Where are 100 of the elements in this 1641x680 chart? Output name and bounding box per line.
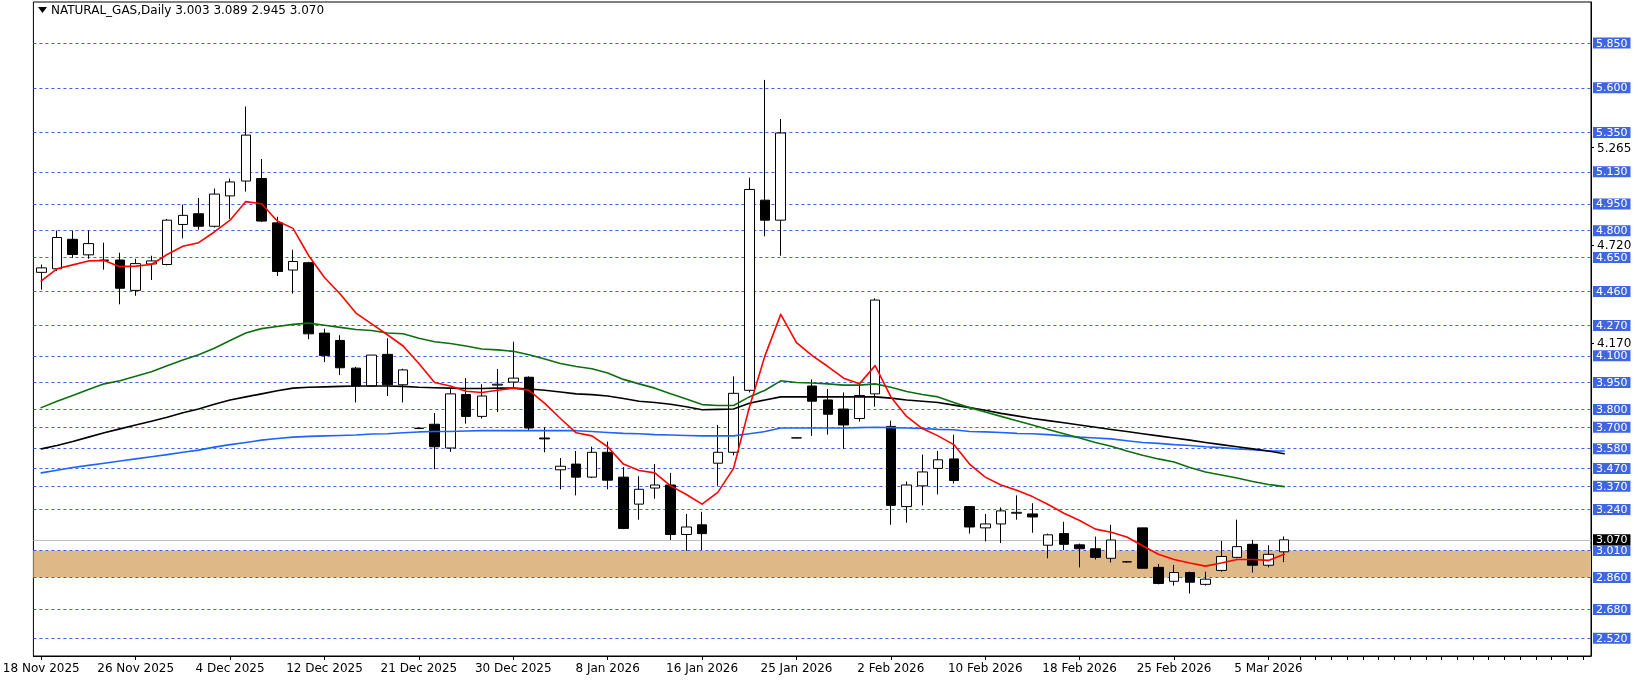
- candlestick: [288, 249, 298, 295]
- candlestick: [602, 441, 613, 490]
- candlestick: [241, 106, 251, 193]
- candlestick: [571, 450, 581, 496]
- x-tick-label: 5 Mar 2026: [1234, 661, 1303, 675]
- candlestick: [838, 391, 849, 450]
- ref-line-label: 5.130: [1596, 165, 1628, 179]
- candlestick: [901, 480, 912, 524]
- candlestick: [67, 230, 78, 259]
- ref-line-label: 5.350: [1596, 125, 1628, 139]
- candlestick: [618, 466, 629, 530]
- candlestick: [964, 506, 975, 535]
- candlestick: [1059, 521, 1069, 551]
- ref-line-label: 2.680: [1596, 603, 1628, 617]
- candlestick: [130, 258, 141, 297]
- ref-line-label: 4.270: [1596, 318, 1628, 332]
- candlestick: [744, 177, 755, 393]
- ref-line-label: 5.850: [1596, 36, 1628, 50]
- candlestick: [587, 446, 597, 479]
- candlestick: [303, 261, 314, 340]
- y-tick-label: 4.170: [1597, 336, 1632, 351]
- candlestick: [681, 513, 692, 552]
- candlestick: [193, 197, 204, 231]
- ref-line-label: 3.800: [1596, 402, 1628, 416]
- candlestick: [791, 436, 802, 439]
- candlestick: [1247, 539, 1258, 574]
- ref-line-label: 3.470: [1596, 461, 1628, 475]
- candlestick: [949, 434, 959, 485]
- candlestick: [508, 341, 519, 389]
- ref-line-label: 3.950: [1596, 376, 1628, 390]
- candlestick: [886, 420, 896, 526]
- candlestick: [996, 507, 1006, 544]
- candlestick: [775, 118, 786, 257]
- ref-line-label: 2.860: [1596, 570, 1628, 584]
- x-tick-label: 26 Nov 2025: [97, 661, 175, 675]
- ref-line-label: 3.070: [1596, 533, 1628, 547]
- x-tick-label: 2 Feb 2026: [857, 661, 925, 675]
- y-tick-label: 4.720: [1597, 238, 1632, 253]
- candlestick: [1153, 563, 1164, 585]
- candlestick: [1043, 533, 1053, 559]
- candlestick: [256, 158, 267, 223]
- ref-line-label: 3.700: [1596, 420, 1628, 434]
- candlestick: [1200, 571, 1211, 587]
- candlestick: [1232, 519, 1242, 559]
- ref-line-label: 3.370: [1596, 479, 1628, 493]
- candlestick: [650, 463, 660, 500]
- ref-line-label: 3.580: [1596, 442, 1628, 456]
- ref-line-label: 4.100: [1596, 349, 1628, 363]
- candlestick: [539, 426, 550, 453]
- ref-line-label: 5.600: [1596, 81, 1628, 95]
- candlestick: [634, 475, 644, 521]
- candlestick: [36, 263, 47, 291]
- y-tick-label: 5.265: [1597, 140, 1632, 155]
- candlestick: [115, 252, 125, 305]
- x-tick-label: 12 Dec 2025: [286, 661, 363, 675]
- candlestick: [713, 424, 723, 487]
- ref-line-label: 4.460: [1596, 284, 1628, 298]
- candlestick: [1137, 527, 1148, 569]
- candlestick: [933, 450, 943, 495]
- candlestick: [429, 412, 440, 470]
- candlestick: [83, 230, 94, 260]
- candlestick: [272, 216, 283, 277]
- x-tick-label: 18 Nov 2025: [2, 661, 80, 675]
- candlestick: [1090, 536, 1101, 561]
- candlestick: [1011, 494, 1022, 521]
- ref-line-label: 3.010: [1596, 544, 1628, 558]
- candlestick: [665, 472, 676, 541]
- candlestick: [1279, 535, 1289, 563]
- candlestick: [319, 328, 330, 363]
- candlestick: [1169, 564, 1179, 587]
- candlestick: [52, 230, 62, 272]
- candlestick: [823, 388, 833, 436]
- x-tick-label: 10 Feb 2026: [947, 661, 1023, 675]
- candlestick: [1185, 571, 1195, 594]
- x-tick-label: 30 Dec 2025: [474, 661, 552, 675]
- x-tick-label: 25 Jan 2026: [760, 661, 833, 675]
- x-tick-label: 16 Jan 2026: [666, 661, 739, 675]
- x-tick-label: 25 Feb 2026: [1136, 661, 1212, 675]
- candlestick: [980, 513, 991, 542]
- candlestick: [178, 204, 188, 239]
- x-tick-label: 21 Dec 2025: [380, 661, 458, 675]
- candlestick: [1106, 524, 1116, 564]
- candlestick: [225, 178, 235, 220]
- line-series: [40, 322, 1285, 488]
- line-series: [40, 426, 1285, 474]
- candlestick: [555, 457, 566, 490]
- ref-line-label: 4.950: [1596, 197, 1628, 211]
- ref-line-label: 2.520: [1596, 631, 1628, 645]
- chart-title: NATURAL_GAS,Daily 3.003 3.089 2.945 3.070: [51, 3, 325, 17]
- line-series: [40, 200, 1285, 567]
- candlestick: [162, 218, 172, 266]
- x-tick-label: 4 Dec 2025: [195, 661, 265, 675]
- ref-line-label: 4.800: [1596, 224, 1628, 238]
- candlestick: [697, 511, 707, 551]
- candlestick: [335, 334, 345, 376]
- candlestick: [1027, 502, 1038, 534]
- candlestick: [760, 79, 770, 237]
- candlestick: [1074, 543, 1085, 568]
- x-tick-label: 18 Feb 2026: [1042, 661, 1118, 675]
- x-tick-label: 8 Jan 2026: [575, 661, 640, 675]
